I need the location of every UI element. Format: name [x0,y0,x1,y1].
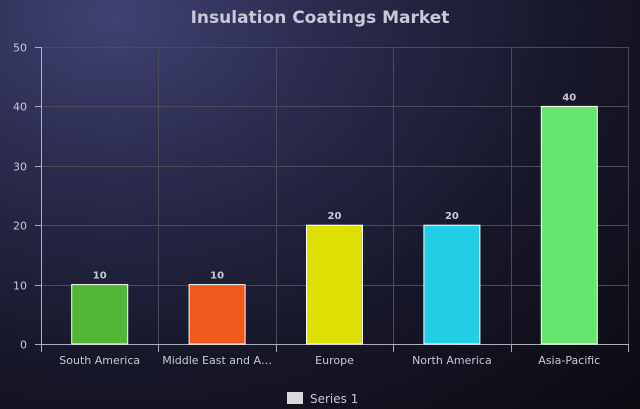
y-tick-label: 0 [20,339,27,352]
y-tick-label: 10 [13,280,27,293]
data-label: 10 [93,271,107,282]
data-labels: 10 10 20 20 40 [93,92,577,281]
x-tick-label: Europe [315,354,354,367]
x-tick-label: Middle East and A… [162,354,272,367]
axes: 0 10 20 30 40 50 South America Middle East and … [13,42,629,367]
data-label: 40 [562,92,576,103]
y-tick-label: 40 [13,101,27,114]
bar[interactable] [306,224,363,345]
bar[interactable] [423,224,481,345]
legend-label[interactable]: Series 1 [310,392,358,406]
y-tick-label: 50 [13,42,27,55]
x-tick-label: South America [59,354,140,367]
gridlines [41,47,629,344]
bar[interactable] [71,284,129,345]
data-label: 20 [328,211,342,222]
data-label: 10 [210,271,224,282]
legend[interactable]: Series 1 [287,392,358,406]
x-tick-label: Asia-Pacific [538,354,600,367]
legend-swatch[interactable] [287,392,303,404]
bars [71,105,598,345]
data-label: 20 [445,211,459,222]
chart-title: Insulation Coatings Market [191,8,450,28]
y-tick-label: 30 [13,161,27,174]
y-tick-label: 20 [13,220,27,233]
bar[interactable] [188,284,246,345]
x-tick-label: North America [412,354,492,367]
bar[interactable] [540,105,598,345]
